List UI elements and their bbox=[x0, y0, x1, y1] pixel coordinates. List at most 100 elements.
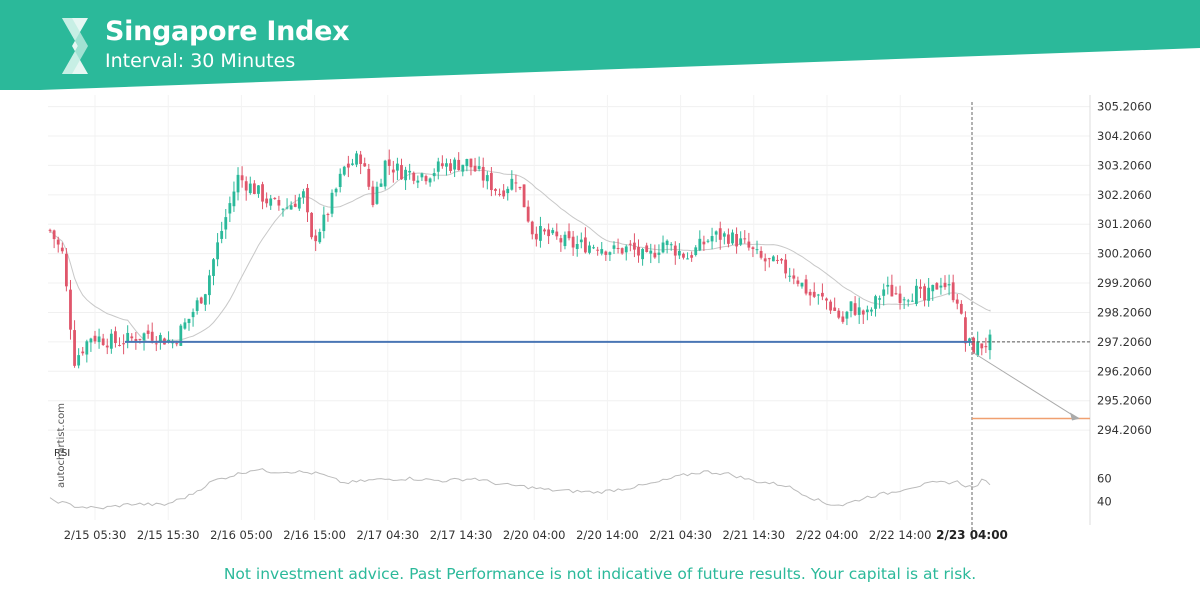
candles bbox=[48, 149, 992, 369]
candle-body bbox=[955, 299, 959, 304]
candle-body bbox=[853, 303, 857, 315]
candle-body bbox=[203, 294, 207, 305]
candle-body bbox=[412, 172, 416, 181]
candle-body bbox=[359, 154, 363, 165]
candle-body bbox=[109, 333, 113, 349]
header-background bbox=[0, 0, 1200, 90]
candle-body bbox=[506, 188, 510, 194]
candle-body bbox=[600, 249, 604, 254]
candle-body bbox=[191, 311, 195, 318]
candle-body bbox=[739, 238, 743, 245]
candle-body bbox=[208, 275, 211, 296]
candle-body bbox=[596, 249, 600, 251]
candle-body bbox=[252, 183, 256, 194]
candle-body bbox=[383, 160, 387, 187]
moving-average-line bbox=[49, 169, 991, 344]
candle-body bbox=[910, 300, 914, 302]
candle-body bbox=[804, 279, 808, 294]
candle-body bbox=[281, 208, 285, 210]
candle-body bbox=[293, 203, 297, 207]
candle-body bbox=[122, 343, 126, 345]
candle-body bbox=[342, 166, 346, 175]
grid bbox=[48, 95, 1091, 540]
candle-body bbox=[722, 233, 726, 237]
candle-body bbox=[77, 355, 81, 366]
candle-body bbox=[612, 245, 616, 249]
candle-body bbox=[224, 217, 228, 230]
candle-body bbox=[624, 246, 628, 253]
candle-body bbox=[93, 335, 97, 342]
candle-body bbox=[771, 256, 775, 262]
candle-body bbox=[898, 293, 902, 304]
price-tick-label: 294.2060 bbox=[1097, 423, 1152, 437]
candle-body bbox=[547, 229, 551, 237]
candle-body bbox=[849, 301, 853, 312]
candle-body bbox=[310, 212, 313, 238]
candle-body bbox=[530, 221, 534, 235]
candle-body bbox=[690, 255, 694, 258]
candle-body bbox=[874, 296, 877, 309]
candle-body bbox=[477, 166, 481, 169]
candle-body bbox=[657, 252, 661, 255]
candle-body bbox=[845, 311, 849, 319]
price-tick-label: 301.2060 bbox=[1097, 217, 1152, 231]
rsi-label: RSI bbox=[54, 448, 71, 459]
candle-body bbox=[498, 193, 501, 195]
candle-body bbox=[972, 337, 976, 354]
candle-body bbox=[457, 159, 461, 171]
time-axis: 2/15 05:30 2/15 15:30 2/16 05:00 2/16 15:00… bbox=[64, 528, 1008, 542]
candle-body bbox=[976, 341, 980, 356]
time-tick-label: 2/22 14:00 bbox=[869, 528, 932, 542]
candle-body bbox=[514, 182, 518, 184]
candle-body bbox=[105, 345, 109, 348]
candle-body bbox=[81, 351, 85, 354]
candle-body bbox=[228, 203, 232, 214]
candle-body bbox=[857, 307, 861, 315]
candle-body bbox=[718, 228, 722, 240]
candle-body bbox=[714, 231, 718, 235]
candle-body bbox=[195, 300, 199, 311]
price-tick-label: 299.2060 bbox=[1097, 276, 1152, 290]
candle-body bbox=[64, 253, 68, 287]
candle-body bbox=[338, 173, 342, 188]
candle-body bbox=[379, 183, 383, 187]
candle-body bbox=[473, 165, 477, 172]
candle-body bbox=[85, 341, 89, 355]
candle-body bbox=[563, 234, 567, 247]
candle-body bbox=[363, 163, 367, 167]
logo-icon bbox=[62, 18, 88, 74]
disclaimer: Not investment advice. Past Performance … bbox=[223, 565, 977, 583]
candle-body bbox=[400, 165, 403, 180]
time-tick-label: 2/17 14:30 bbox=[430, 528, 493, 542]
candle-body bbox=[428, 178, 432, 183]
candle-body bbox=[138, 338, 142, 340]
time-tick-label: 2/16 15:00 bbox=[283, 528, 346, 542]
logo-icon-shade bbox=[62, 18, 88, 74]
candle-body bbox=[796, 280, 800, 284]
candle-body bbox=[154, 343, 158, 345]
header-banner bbox=[0, 0, 1200, 90]
candle-body bbox=[645, 245, 649, 252]
candle-body bbox=[297, 197, 301, 209]
time-tick-label: 2/21 14:30 bbox=[722, 528, 785, 542]
candle-body bbox=[808, 291, 812, 296]
candle-body bbox=[285, 207, 289, 209]
candle-body bbox=[89, 338, 93, 343]
candle-body bbox=[829, 301, 832, 311]
candle-body bbox=[677, 250, 681, 256]
candle-body bbox=[371, 186, 375, 206]
candle-body bbox=[841, 316, 845, 322]
candle-body bbox=[633, 242, 636, 250]
candle-body bbox=[788, 275, 792, 277]
candle-body bbox=[355, 153, 358, 165]
forecast-arrow-head bbox=[1070, 412, 1080, 421]
candle-body bbox=[445, 163, 448, 167]
candle-body bbox=[821, 292, 824, 297]
price-tick-label: 298.2060 bbox=[1097, 305, 1152, 319]
candle-body bbox=[465, 159, 469, 167]
candle-body bbox=[334, 188, 338, 193]
candle-body bbox=[330, 192, 334, 214]
candle-body bbox=[906, 300, 910, 302]
chart-title: Singapore Index bbox=[105, 16, 350, 47]
candle-body bbox=[269, 198, 273, 206]
